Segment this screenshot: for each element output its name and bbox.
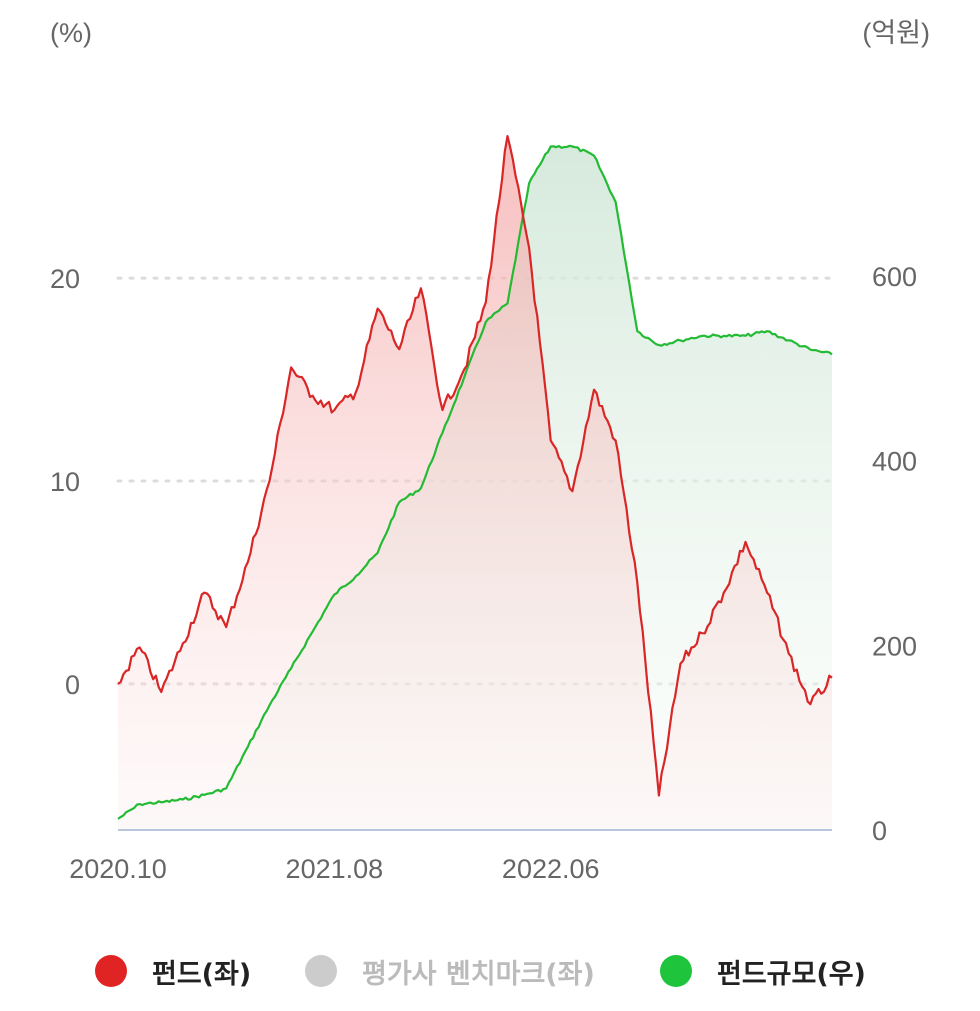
right-tick-label: 600 bbox=[872, 262, 917, 292]
right-axis-unit: (억원) bbox=[862, 18, 930, 48]
left-tick-label: 0 bbox=[65, 670, 80, 700]
left-axis-unit: (%) bbox=[50, 18, 92, 48]
series-lines bbox=[117, 135, 833, 820]
series-line-fund-size bbox=[117, 144, 833, 820]
series-line-fund bbox=[117, 135, 833, 797]
legend-label-fund-size: 펀드규모(우) bbox=[717, 958, 866, 990]
legend-item-benchmark[interactable]: 평가사 벤치마크(좌) bbox=[305, 946, 595, 996]
legend-dot-fund bbox=[95, 955, 127, 987]
legend: 펀드(좌) 평가사 벤치마크(좌) 펀드규모(우) bbox=[0, 946, 980, 996]
x-tick-label: 2021.08 bbox=[286, 854, 384, 884]
legend-label-fund: 펀드(좌) bbox=[152, 958, 252, 990]
right-tick-label: 200 bbox=[872, 631, 917, 661]
legend-dot-benchmark bbox=[305, 955, 337, 987]
series-areas bbox=[118, 136, 832, 831]
left-tick-label: 10 bbox=[50, 467, 80, 497]
legend-dot-fund-size bbox=[660, 955, 692, 987]
legend-item-fund[interactable]: 펀드(좌) bbox=[95, 946, 251, 996]
series-area-fund bbox=[118, 136, 832, 831]
x-tick-label: 2022.06 bbox=[502, 854, 600, 884]
left-tick-label: 20 bbox=[50, 264, 80, 294]
legend-item-fund-size[interactable]: 펀드규모(우) bbox=[660, 946, 866, 996]
right-tick-label: 0 bbox=[872, 816, 887, 846]
legend-label-benchmark: 평가사 벤치마크(좌) bbox=[362, 958, 595, 990]
x-tick-label: 2020.10 bbox=[69, 854, 167, 884]
right-tick-label: 400 bbox=[872, 447, 917, 477]
